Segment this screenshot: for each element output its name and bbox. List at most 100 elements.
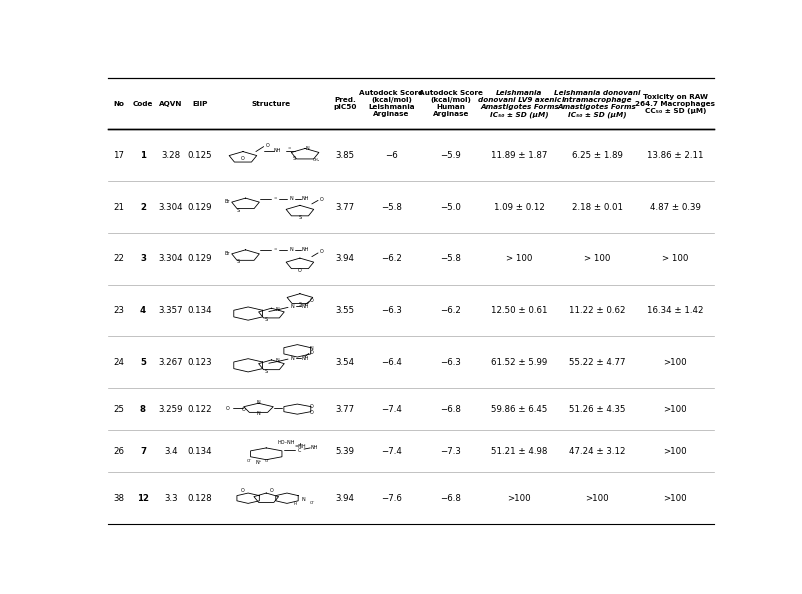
Text: 24: 24 <box>113 358 124 366</box>
Text: 5.39: 5.39 <box>336 447 354 456</box>
Text: O: O <box>310 410 314 415</box>
Text: 16.34 ± 1.42: 16.34 ± 1.42 <box>647 306 703 315</box>
Text: 4.87 ± 0.39: 4.87 ± 0.39 <box>650 203 701 211</box>
Text: 55.22 ± 4.77: 55.22 ± 4.77 <box>569 358 626 366</box>
Text: 1.09 ± 0.12: 1.09 ± 0.12 <box>494 203 545 211</box>
Text: 6.25 ± 1.89: 6.25 ± 1.89 <box>572 151 623 160</box>
Text: C: C <box>298 448 302 453</box>
Text: >100: >100 <box>663 447 687 456</box>
Text: CH₃: CH₃ <box>313 158 320 162</box>
Text: O: O <box>242 407 246 412</box>
Text: 26: 26 <box>113 447 124 456</box>
Text: N: N <box>290 304 294 309</box>
Text: 3.3: 3.3 <box>164 494 177 503</box>
Text: N: N <box>290 247 293 252</box>
Text: NH: NH <box>302 356 310 361</box>
Text: 47.24 ± 3.12: 47.24 ± 3.12 <box>569 447 626 456</box>
Text: S: S <box>237 260 239 264</box>
Text: 0.134: 0.134 <box>188 306 212 315</box>
Text: >100: >100 <box>585 494 610 503</box>
Text: 7: 7 <box>140 447 146 456</box>
Text: 21: 21 <box>113 203 124 211</box>
Text: S: S <box>265 317 268 322</box>
Text: 2.18 ± 0.01: 2.18 ± 0.01 <box>572 203 623 211</box>
Text: Leishmania
donovani LV9 axenic
Amastigotes Forms
IC₅₀ ± SD (μM): Leishmania donovani LV9 axenic Amastigot… <box>478 90 561 118</box>
Text: O: O <box>310 350 314 355</box>
Text: 51.26 ± 4.35: 51.26 ± 4.35 <box>569 405 626 413</box>
Text: O: O <box>265 143 269 148</box>
Text: 3.304: 3.304 <box>159 203 183 211</box>
Text: O: O <box>298 268 302 273</box>
Text: 3.94: 3.94 <box>336 254 354 263</box>
Text: −5.8: −5.8 <box>440 254 461 263</box>
Text: N: N <box>276 358 280 364</box>
Text: O⁻: O⁻ <box>247 459 253 463</box>
Text: 12.50 ± 0.61: 12.50 ± 0.61 <box>491 306 548 315</box>
Text: S: S <box>298 302 302 307</box>
Text: N⁺: N⁺ <box>255 460 261 465</box>
Text: 3.4: 3.4 <box>164 447 177 456</box>
Text: −7.4: −7.4 <box>381 447 402 456</box>
Text: EIIP: EIIP <box>192 101 208 107</box>
Text: 5: 5 <box>140 358 146 366</box>
Text: AQVN: AQVN <box>159 101 183 107</box>
Text: > 100: > 100 <box>584 254 610 263</box>
Text: > 100: > 100 <box>662 254 689 263</box>
Text: O: O <box>319 197 323 201</box>
Text: 0.123: 0.123 <box>188 358 212 366</box>
Text: 0.128: 0.128 <box>188 494 212 503</box>
Text: NH: NH <box>310 445 318 450</box>
Text: O⁻: O⁻ <box>265 459 270 463</box>
Text: −6.3: −6.3 <box>381 306 402 315</box>
Text: N: N <box>310 346 314 351</box>
Text: 3.28: 3.28 <box>161 151 180 160</box>
Text: Br: Br <box>225 251 230 256</box>
Text: O: O <box>225 406 229 411</box>
Text: −5.8: −5.8 <box>381 203 402 211</box>
Text: 13.86 ± 2.11: 13.86 ± 2.11 <box>647 151 703 160</box>
Text: NH: NH <box>274 148 282 153</box>
Text: =: = <box>273 248 277 252</box>
Text: 3.54: 3.54 <box>336 358 354 366</box>
Text: −6.8: −6.8 <box>440 494 461 503</box>
Text: S: S <box>265 369 268 374</box>
Text: 3.77: 3.77 <box>336 405 354 413</box>
Text: >100: >100 <box>663 405 687 413</box>
Text: N: N <box>302 497 306 502</box>
Text: 3.85: 3.85 <box>336 151 354 160</box>
Text: Toxicity on RAW
264.7 Macrophages
CC₅₀ ± SD (μM): Toxicity on RAW 264.7 Macrophages CC₅₀ ±… <box>635 94 715 114</box>
Text: > 100: > 100 <box>506 254 533 263</box>
Text: 12: 12 <box>137 494 149 503</box>
Text: −7.4: −7.4 <box>381 405 402 413</box>
Text: S: S <box>298 215 302 220</box>
Text: 3.259: 3.259 <box>159 405 183 413</box>
Text: 59.86 ± 6.45: 59.86 ± 6.45 <box>492 405 548 413</box>
Text: 3.94: 3.94 <box>336 494 354 503</box>
Text: −5.0: −5.0 <box>440 203 461 211</box>
Text: −6: −6 <box>385 151 398 160</box>
Text: >100: >100 <box>663 494 687 503</box>
Text: Autodock Score
(kcal/mol)
Human
Arginase: Autodock Score (kcal/mol) Human Arginase <box>419 90 483 117</box>
Text: 0.129: 0.129 <box>188 254 212 263</box>
Text: 3: 3 <box>140 254 146 263</box>
Text: N: N <box>306 146 310 151</box>
Text: 3.267: 3.267 <box>159 358 183 366</box>
Text: NH: NH <box>302 304 310 309</box>
Text: 3.357: 3.357 <box>159 306 183 315</box>
Text: N: N <box>257 400 261 405</box>
Text: S: S <box>292 156 295 162</box>
Text: O: O <box>310 403 314 409</box>
Text: 11.22 ± 0.62: 11.22 ± 0.62 <box>569 306 626 315</box>
Text: N: N <box>290 356 294 361</box>
Text: =NH: =NH <box>294 444 306 449</box>
Text: −6.4: −6.4 <box>381 358 402 366</box>
Text: N: N <box>276 307 280 311</box>
Text: Leishmania donovani
Intramacrophage
Amastigotes Forms
IC₅₀ ± SD (μM): Leishmania donovani Intramacrophage Amas… <box>554 90 641 118</box>
Text: 25: 25 <box>113 405 124 413</box>
Text: 3.77: 3.77 <box>336 203 354 211</box>
Text: O: O <box>241 156 245 161</box>
Text: 0.125: 0.125 <box>188 151 212 160</box>
Text: 61.52 ± 5.99: 61.52 ± 5.99 <box>492 358 548 366</box>
Text: 0.129: 0.129 <box>188 203 212 211</box>
Text: H: H <box>294 503 296 507</box>
